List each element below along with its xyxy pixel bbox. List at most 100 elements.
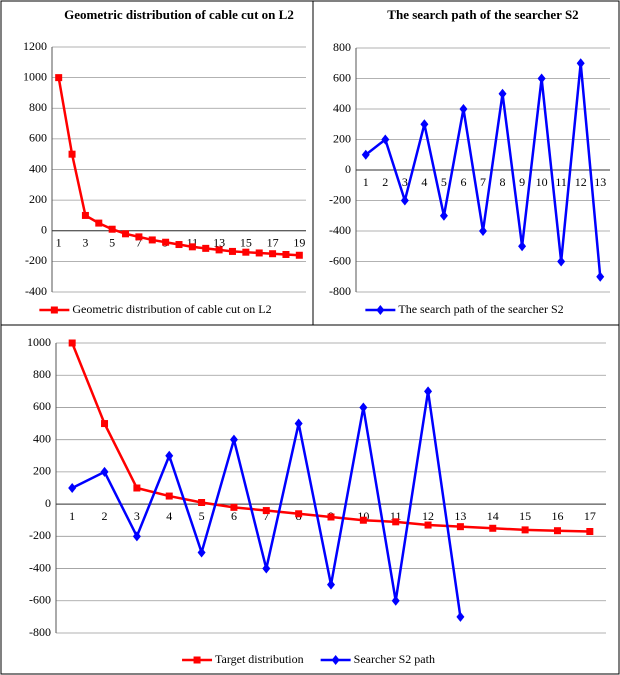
- marker: [55, 74, 63, 82]
- x-tick-label: 4: [166, 509, 172, 523]
- marker: [68, 339, 76, 347]
- x-tick-label: 7: [480, 175, 486, 189]
- marker: [68, 150, 76, 158]
- y-tick-label: 0: [45, 496, 51, 510]
- marker: [198, 499, 206, 506]
- marker: [68, 483, 77, 493]
- legend-label: Geometric distribution of cable cut on L…: [72, 302, 271, 316]
- legend-marker: [193, 656, 201, 664]
- marker: [479, 226, 487, 236]
- marker: [424, 386, 433, 397]
- marker: [269, 250, 277, 258]
- x-tick-label: 13: [454, 509, 466, 523]
- marker: [456, 611, 465, 622]
- marker: [197, 547, 206, 558]
- x-tick-label: 5: [441, 175, 447, 189]
- x-tick-label: 7: [136, 236, 142, 250]
- chart-title: Geometric distribution of cable cut on L…: [64, 7, 294, 22]
- x-tick-label: 19: [293, 236, 305, 250]
- legend-marker: [331, 655, 340, 665]
- marker: [100, 466, 109, 477]
- x-tick-label: 17: [584, 509, 596, 523]
- marker: [122, 230, 130, 238]
- y-tick-label: 0: [41, 223, 47, 237]
- x-tick-label: 11: [555, 175, 567, 189]
- marker: [262, 507, 270, 515]
- x-tick-label: 11: [187, 236, 199, 250]
- marker: [359, 516, 367, 524]
- y-tick-label: -800: [329, 284, 351, 298]
- x-tick-label: 15: [240, 236, 252, 250]
- marker: [391, 595, 400, 606]
- y-tick-label: 1200: [23, 39, 47, 53]
- y-tick-label: -200: [29, 528, 51, 542]
- y-tick-label: 600: [29, 131, 47, 145]
- y-tick-label: -400: [329, 223, 351, 237]
- x-tick-label: 13: [213, 236, 225, 250]
- marker: [498, 88, 507, 99]
- marker: [132, 531, 141, 542]
- marker: [400, 195, 409, 206]
- y-tick-label: 400: [33, 431, 51, 445]
- x-tick-label: 1: [56, 236, 62, 250]
- y-tick-label: -200: [329, 192, 351, 206]
- marker: [229, 434, 238, 445]
- x-tick-label: 5: [199, 509, 205, 523]
- legend-label: Searcher S2 path: [354, 652, 435, 666]
- marker: [175, 241, 183, 249]
- marker: [439, 210, 448, 221]
- y-tick-label: 800: [33, 367, 51, 381]
- marker: [521, 526, 529, 534]
- marker: [596, 271, 605, 282]
- marker: [262, 563, 271, 574]
- marker: [489, 524, 497, 532]
- marker: [459, 104, 468, 114]
- series-line: [57, 77, 300, 257]
- marker: [255, 249, 263, 257]
- y-tick-label: 800: [29, 100, 47, 114]
- legend-marker: [376, 305, 385, 315]
- legend-label: Target distribution: [215, 652, 304, 666]
- x-tick-label: 7: [263, 509, 269, 523]
- y-tick-label: 1000: [27, 335, 51, 349]
- marker: [557, 256, 566, 267]
- marker: [165, 450, 174, 461]
- y-tick-label: 200: [33, 464, 51, 478]
- marker: [228, 247, 236, 255]
- legend-label: The search path of the searcher S2: [398, 302, 563, 316]
- y-tick-label: -800: [29, 625, 51, 639]
- y-tick-label: 200: [333, 131, 351, 145]
- marker: [165, 492, 173, 500]
- x-tick-label: 17: [267, 236, 279, 250]
- marker: [586, 528, 594, 535]
- marker: [327, 513, 335, 521]
- marker: [295, 510, 303, 518]
- x-tick-label: 5: [109, 236, 115, 250]
- y-tick-label: -600: [329, 253, 351, 267]
- marker: [135, 233, 143, 241]
- y-tick-label: 800: [333, 40, 351, 54]
- marker: [101, 420, 109, 428]
- x-tick-label: 2: [102, 509, 108, 523]
- marker: [456, 523, 464, 531]
- y-tick-label: 400: [333, 101, 351, 115]
- x-tick-label: 15: [519, 509, 531, 523]
- x-tick-label: 12: [422, 509, 434, 523]
- marker: [424, 521, 432, 529]
- y-tick-label: -400: [29, 560, 51, 574]
- y-tick-label: 600: [33, 399, 51, 413]
- x-tick-label: 6: [231, 509, 237, 523]
- marker: [162, 238, 170, 246]
- chart-title: The search path of the searcher S2: [387, 7, 578, 22]
- marker: [95, 219, 103, 227]
- marker: [215, 246, 223, 254]
- marker: [518, 241, 527, 252]
- y-tick-label: 400: [29, 161, 47, 175]
- y-tick-label: -200: [25, 253, 47, 267]
- x-tick-label: 16: [551, 509, 563, 523]
- x-tick-label: 6: [460, 175, 466, 189]
- y-tick-label: -600: [29, 593, 51, 607]
- marker: [381, 134, 390, 145]
- x-tick-label: 13: [594, 175, 606, 189]
